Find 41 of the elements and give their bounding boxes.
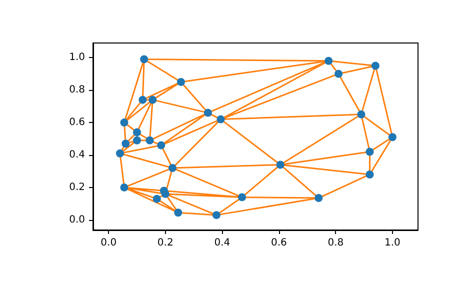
y-tick-label: 1.0 bbox=[69, 52, 85, 64]
x-tick-label: 0.8 bbox=[328, 238, 344, 248]
point bbox=[238, 193, 246, 202]
point bbox=[116, 149, 124, 158]
x-tick-label: 1.0 bbox=[384, 238, 400, 248]
point bbox=[366, 148, 374, 156]
point bbox=[157, 141, 166, 150]
x-tick-label: 0.0 bbox=[100, 238, 117, 248]
point bbox=[120, 183, 128, 192]
point bbox=[174, 208, 182, 217]
point bbox=[168, 164, 176, 172]
point bbox=[216, 115, 225, 124]
y-tick-label: 0.4 bbox=[69, 150, 85, 161]
point bbox=[212, 211, 220, 220]
point bbox=[371, 62, 380, 70]
point bbox=[120, 118, 128, 127]
point bbox=[204, 108, 212, 117]
point bbox=[276, 160, 284, 169]
point bbox=[366, 170, 374, 178]
point bbox=[133, 136, 141, 144]
point bbox=[324, 56, 333, 65]
point bbox=[148, 96, 157, 104]
point bbox=[177, 78, 185, 86]
point bbox=[161, 190, 170, 198]
point bbox=[138, 96, 147, 104]
point bbox=[314, 194, 323, 202]
point bbox=[122, 140, 130, 148]
y-tick-label: 0.8 bbox=[69, 84, 85, 96]
point bbox=[152, 194, 161, 203]
point bbox=[357, 110, 366, 118]
point bbox=[140, 55, 148, 64]
point bbox=[388, 133, 396, 142]
x-tick-label: 0.6 bbox=[270, 238, 287, 248]
point bbox=[146, 136, 154, 144]
y-tick-label: 0.6 bbox=[69, 117, 85, 128]
x-tick-label: 0.4 bbox=[214, 238, 230, 248]
point bbox=[133, 128, 141, 136]
y-tick-label: 0.2 bbox=[69, 182, 85, 193]
point bbox=[334, 70, 343, 78]
x-tick-label: 0.2 bbox=[157, 238, 174, 248]
y-tick-label: 0.0 bbox=[69, 214, 85, 226]
